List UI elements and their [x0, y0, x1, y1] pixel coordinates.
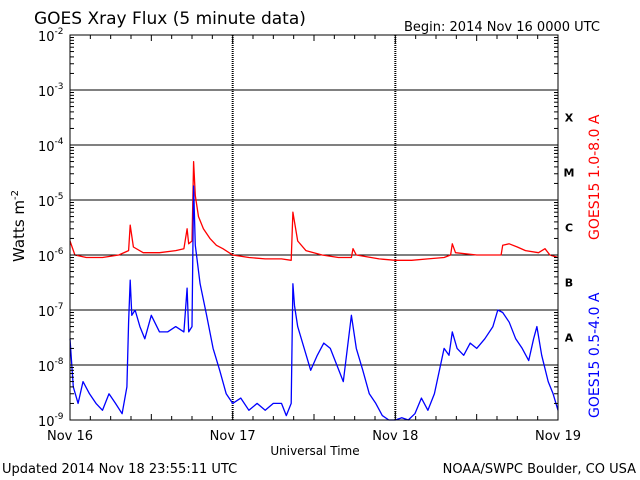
- series-line-short: [69, 185, 559, 421]
- x-axis-label: Universal Time: [270, 444, 359, 458]
- flare-class-label: B: [565, 277, 573, 290]
- y-tick-label: 10-8: [38, 357, 64, 375]
- y-tick-label: 10-4: [38, 137, 64, 155]
- flare-class-label: M: [564, 167, 575, 180]
- x-tick-label: Nov 18: [372, 429, 418, 444]
- flare-class-label: X: [565, 112, 574, 125]
- y-tick-label: 10-7: [38, 302, 64, 320]
- y-tick-label: 10-6: [38, 247, 64, 265]
- begin-label: Begin: 2014 Nov 16 0000 UTC: [404, 20, 600, 35]
- axis-layer: 10-9 10-8 10-7 10-6 10-5 10-4 10-3 10-2 Nov 16 No…: [38, 27, 581, 444]
- updated-timestamp: Updated 2014 Nov 18 23:55:11 UTC: [2, 462, 237, 477]
- series-line-long: [69, 160, 559, 261]
- flare-class-label: C: [565, 222, 573, 235]
- x-tick-label: Nov 19: [535, 429, 581, 444]
- y-tick-label: 10-9: [38, 412, 64, 430]
- series-label-long: GOES15 1.0-8.0 A: [587, 114, 603, 240]
- y-tick-label: 10-3: [38, 82, 64, 100]
- credit-label: NOAA/SWPC Boulder, CO USA: [443, 462, 636, 477]
- x-tick-label: Nov 16: [47, 429, 93, 444]
- y-tick-label: 10-5: [38, 192, 64, 210]
- x-tick-label: Nov 17: [210, 429, 256, 444]
- grid-lines: [70, 35, 558, 420]
- series-layer: [69, 160, 559, 421]
- series-label-short: GOES15 0.5-4.0 A: [587, 292, 603, 418]
- y-tick-label: 10-2: [38, 27, 64, 45]
- chart-title: GOES Xray Flux (5 minute data): [34, 9, 306, 29]
- y-axis-label: Watts m-2: [10, 190, 28, 262]
- flare-class-label: A: [565, 332, 574, 345]
